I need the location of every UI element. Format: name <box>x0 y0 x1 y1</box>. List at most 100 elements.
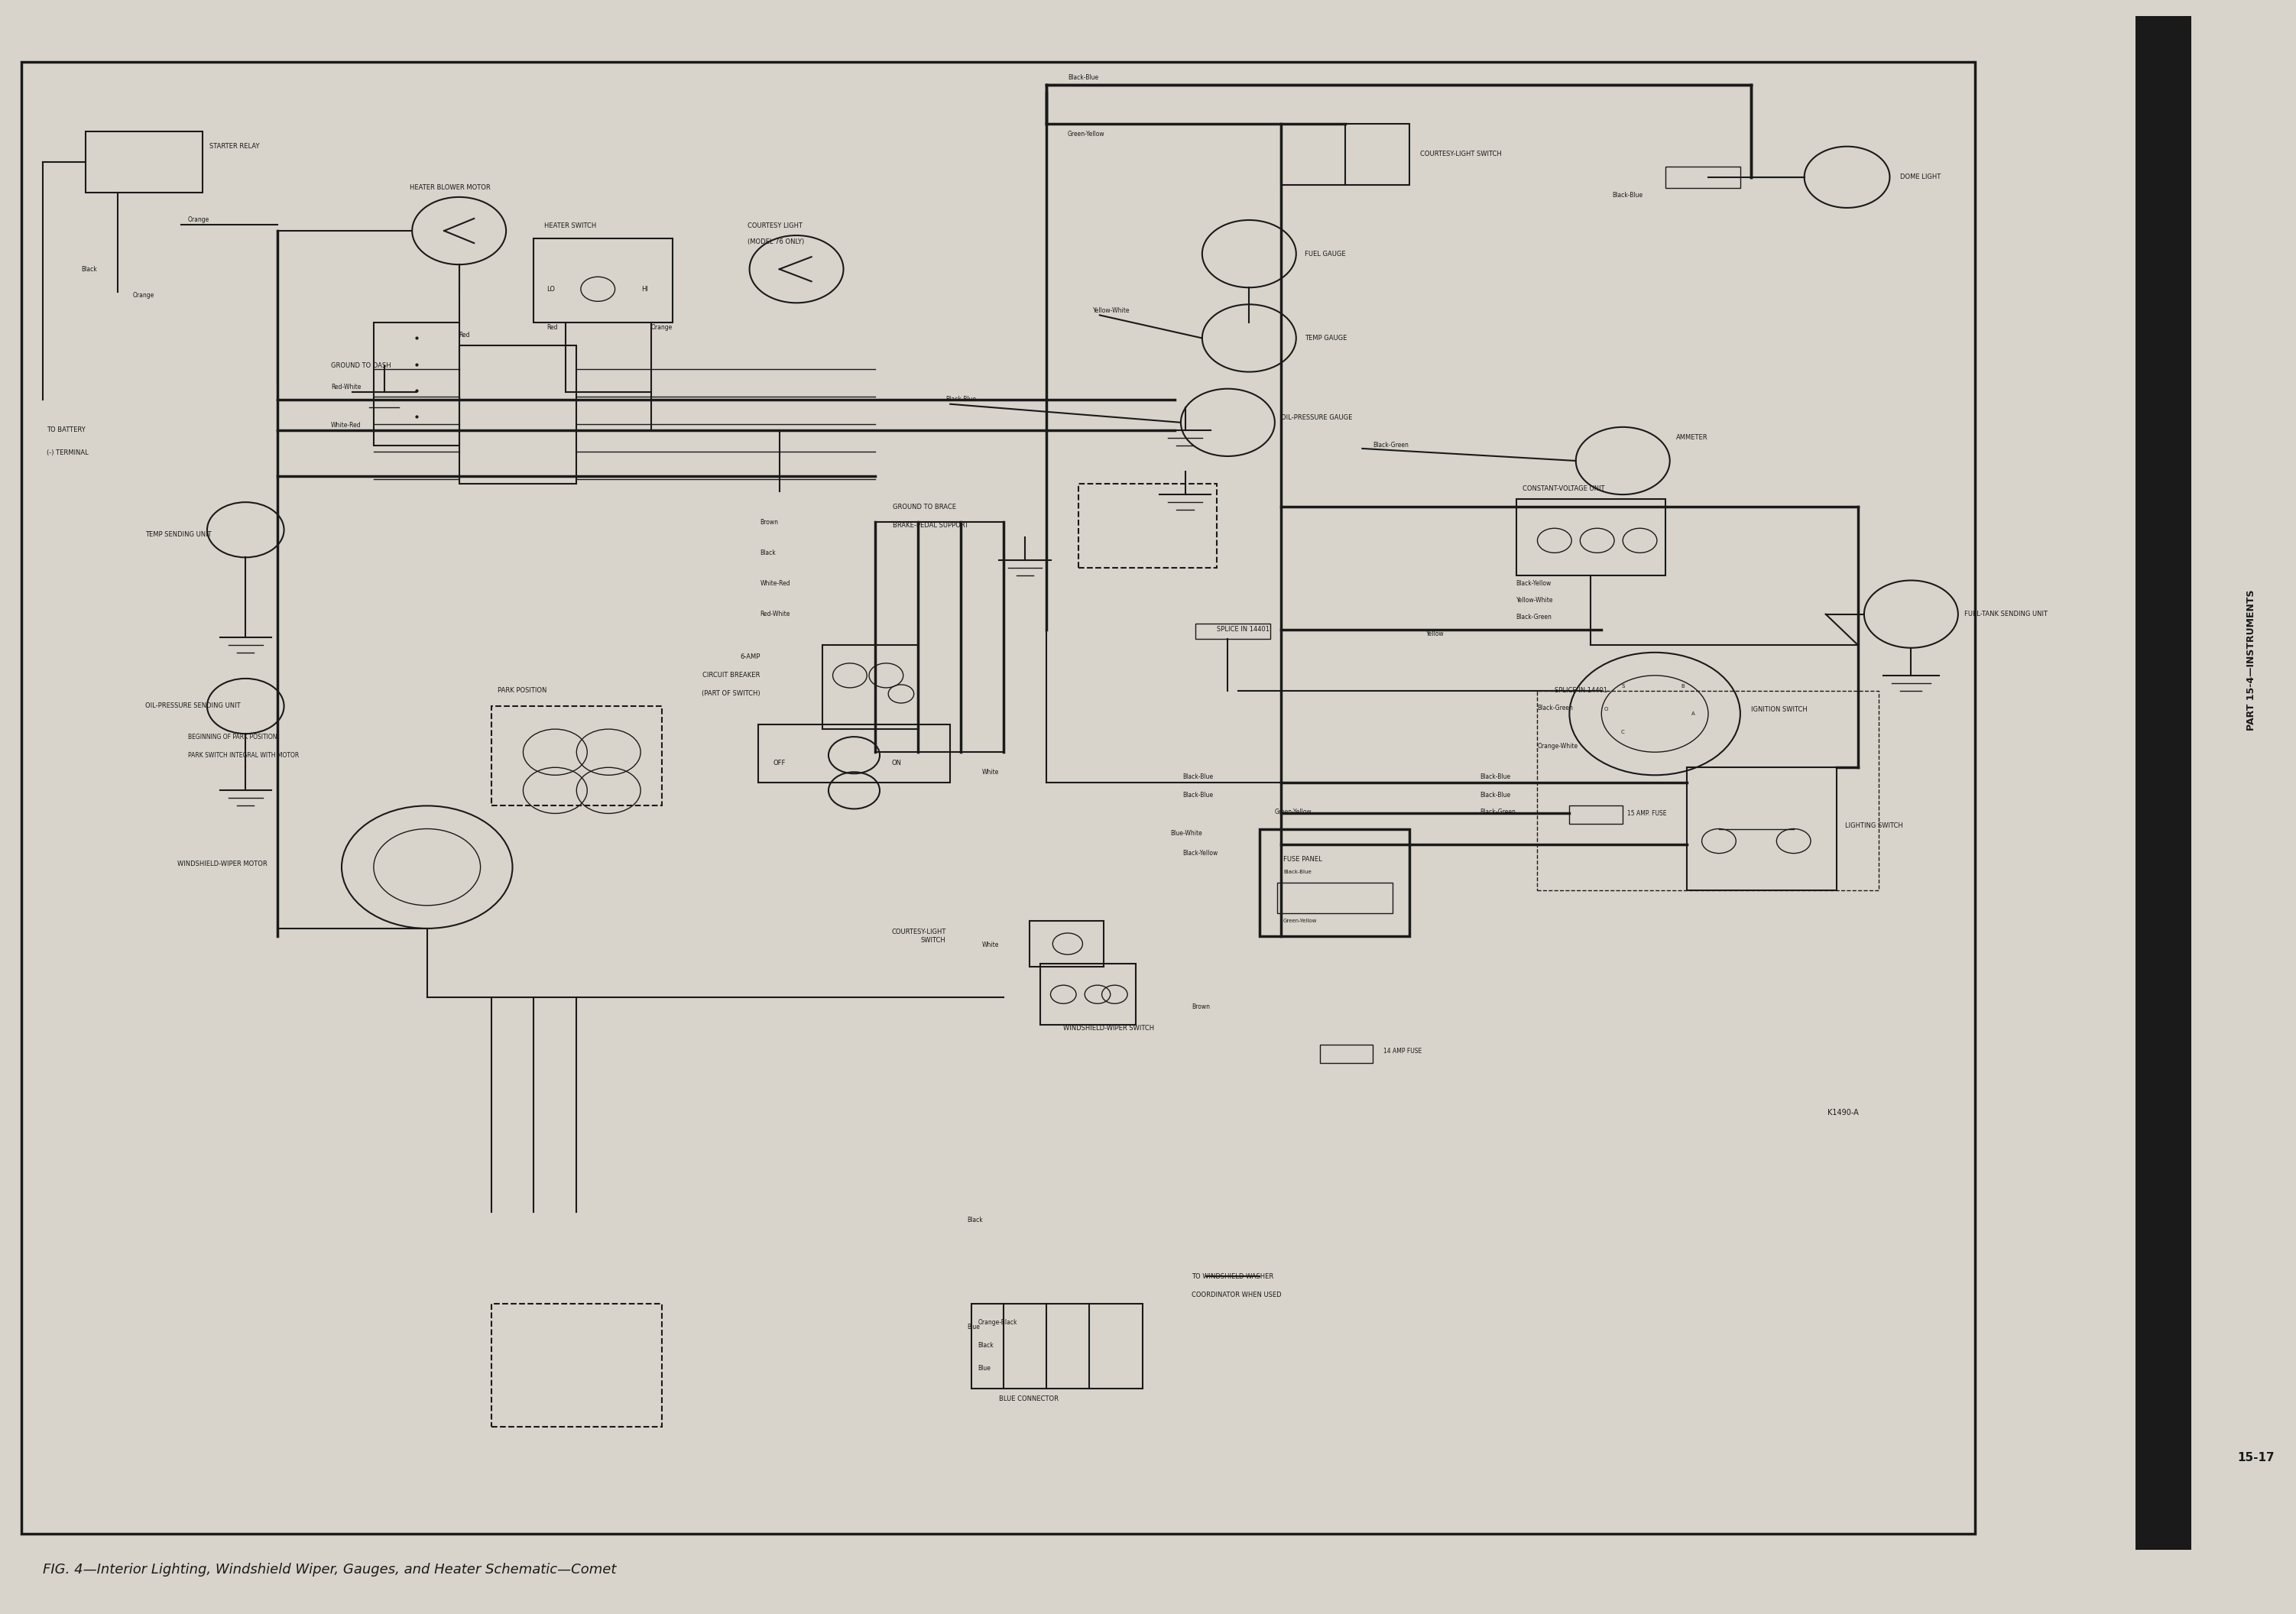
Bar <box>1196 623 1270 639</box>
Bar <box>822 644 918 730</box>
Text: SPLICE IN 14401: SPLICE IN 14401 <box>1554 688 1607 694</box>
Text: DOME LIGHT: DOME LIGHT <box>1901 174 1940 181</box>
Text: Orange: Orange <box>133 292 154 299</box>
Text: Red: Red <box>459 331 471 339</box>
Text: IGNITION SWITCH: IGNITION SWITCH <box>1752 705 1807 713</box>
Text: CONSTANT-VOLTAGE UNIT: CONSTANT-VOLTAGE UNIT <box>1522 484 1605 492</box>
Text: 14 AMP FUSE: 14 AMP FUSE <box>1384 1047 1421 1054</box>
Text: (-) TERMINAL: (-) TERMINAL <box>46 450 90 457</box>
Text: PART 15-4—INSTRUMENTS: PART 15-4—INSTRUMENTS <box>2245 589 2257 731</box>
Text: COURTESY LIGHT: COURTESY LIGHT <box>748 223 801 229</box>
Bar <box>1570 805 1623 825</box>
Text: FIG. 4—Interior Lighting, Windshield Wiper, Gauges, and Heater Schematic—Comet: FIG. 4—Interior Lighting, Windshield Wip… <box>44 1562 615 1577</box>
Bar <box>1277 883 1391 914</box>
Text: PARK SWITCH INTEGRAL WITH MOTOR: PARK SWITCH INTEGRAL WITH MOTOR <box>188 752 298 759</box>
Text: Black-Blue: Black-Blue <box>1612 192 1644 199</box>
Text: Red-White: Red-White <box>331 384 360 391</box>
Bar <box>85 131 202 192</box>
Text: OIL-PRESSURE GAUGE: OIL-PRESSURE GAUGE <box>1281 415 1352 421</box>
Text: Green-Yellow: Green-Yellow <box>1274 809 1311 815</box>
Text: Black-Blue: Black-Blue <box>1283 870 1311 875</box>
Text: LIGHTING SWITCH: LIGHTING SWITCH <box>1846 822 1903 830</box>
Text: BRAKE-PEDAL SUPPORT: BRAKE-PEDAL SUPPORT <box>893 521 969 529</box>
Bar <box>1688 767 1837 889</box>
Text: S: S <box>1621 684 1626 689</box>
Bar <box>374 323 459 445</box>
Text: STARTER RELAY: STARTER RELAY <box>209 144 259 150</box>
Text: TO BATTERY: TO BATTERY <box>46 426 85 434</box>
Text: FUEL GAUGE: FUEL GAUGE <box>1304 250 1345 257</box>
Text: ON: ON <box>891 760 902 767</box>
Text: Blue-White: Blue-White <box>1171 830 1203 836</box>
Text: WINDSHIELD-WIPER MOTOR: WINDSHIELD-WIPER MOTOR <box>177 860 266 867</box>
Text: Brown: Brown <box>760 518 778 526</box>
Text: HEATER SWITCH: HEATER SWITCH <box>544 223 597 229</box>
Text: Blue: Blue <box>978 1365 992 1372</box>
Text: Black: Black <box>80 266 96 273</box>
Text: FUSE PANEL: FUSE PANEL <box>1283 855 1322 863</box>
Text: OIL-PRESSURE SENDING UNIT: OIL-PRESSURE SENDING UNIT <box>145 702 241 710</box>
Text: Black-Blue: Black-Blue <box>1182 791 1215 799</box>
Text: Black-Green: Black-Green <box>1515 613 1552 621</box>
Text: White-Red: White-Red <box>331 423 360 429</box>
Text: Black-Blue: Black-Blue <box>1068 74 1097 81</box>
Text: AMMETER: AMMETER <box>1676 434 1708 441</box>
Text: HEATER BLOWER MOTOR: HEATER BLOWER MOTOR <box>411 184 491 192</box>
Text: Black-Green: Black-Green <box>1373 442 1410 449</box>
Bar <box>491 1304 661 1427</box>
Text: O: O <box>1603 707 1607 712</box>
Text: LO: LO <box>546 286 556 292</box>
Text: FUEL-TANK SENDING UNIT: FUEL-TANK SENDING UNIT <box>1965 610 2048 618</box>
Text: C: C <box>1621 730 1626 734</box>
Text: Red: Red <box>546 324 558 331</box>
Text: Black-Blue: Black-Blue <box>946 395 976 404</box>
Bar <box>491 705 661 805</box>
Text: Orange: Orange <box>188 216 209 223</box>
Text: COURTESY-LIGHT SWITCH: COURTESY-LIGHT SWITCH <box>1419 150 1502 158</box>
Text: BLUE CONNECTOR: BLUE CONNECTOR <box>999 1396 1058 1403</box>
Text: 15-17: 15-17 <box>2236 1451 2275 1464</box>
Text: GROUND TO DASH: GROUND TO DASH <box>331 362 390 370</box>
Text: COORDINATOR WHEN USED: COORDINATOR WHEN USED <box>1192 1291 1281 1298</box>
Text: B: B <box>1681 684 1685 689</box>
Text: BEGINNING OF PARK POSITION: BEGINNING OF PARK POSITION <box>188 733 278 741</box>
Text: White: White <box>983 943 999 949</box>
Text: Orange: Orange <box>652 324 673 331</box>
Text: Black-Blue: Black-Blue <box>1182 773 1215 780</box>
Text: Black-Blue: Black-Blue <box>1479 773 1511 780</box>
Bar <box>2135 16 2193 1549</box>
Text: OFF: OFF <box>774 760 785 767</box>
Bar <box>1029 920 1104 967</box>
Text: Green-Yellow: Green-Yellow <box>1068 131 1104 137</box>
Text: Green-Yellow: Green-Yellow <box>1283 918 1318 923</box>
Bar <box>1320 1044 1373 1064</box>
Bar <box>758 725 951 783</box>
Text: GROUND TO BRACE: GROUND TO BRACE <box>893 504 955 510</box>
Bar <box>1515 499 1665 576</box>
Text: A: A <box>1692 712 1694 717</box>
Text: CIRCUIT BREAKER: CIRCUIT BREAKER <box>703 671 760 679</box>
Text: 6-AMP: 6-AMP <box>739 654 760 660</box>
Bar <box>535 239 673 323</box>
Bar <box>459 345 576 484</box>
Text: PARK POSITION: PARK POSITION <box>498 688 546 694</box>
Bar <box>971 1304 1143 1388</box>
Text: TEMP SENDING UNIT: TEMP SENDING UNIT <box>145 531 211 537</box>
Text: Black: Black <box>978 1343 994 1349</box>
Text: White: White <box>983 768 999 775</box>
Bar <box>1261 830 1410 936</box>
Text: WINDSHIELD-WIPER SWITCH: WINDSHIELD-WIPER SWITCH <box>1063 1025 1155 1031</box>
Text: Black: Black <box>760 549 776 557</box>
Text: White-Red: White-Red <box>760 579 790 587</box>
Text: Orange-Black: Orange-Black <box>978 1319 1017 1327</box>
Text: HI: HI <box>641 286 647 292</box>
Text: K1490-A: K1490-A <box>1828 1109 1860 1117</box>
Text: Yellow-White: Yellow-White <box>1093 307 1130 315</box>
Text: 15 AMP. FUSE: 15 AMP. FUSE <box>1628 810 1667 817</box>
Text: COURTESY-LIGHT
SWITCH: COURTESY-LIGHT SWITCH <box>891 928 946 944</box>
Text: TEMP GAUGE: TEMP GAUGE <box>1304 334 1348 342</box>
Bar <box>1079 484 1217 568</box>
Text: Orange-White: Orange-White <box>1538 742 1577 749</box>
Text: Black-Green: Black-Green <box>1538 704 1573 712</box>
Text: Black-Green: Black-Green <box>1479 809 1515 815</box>
